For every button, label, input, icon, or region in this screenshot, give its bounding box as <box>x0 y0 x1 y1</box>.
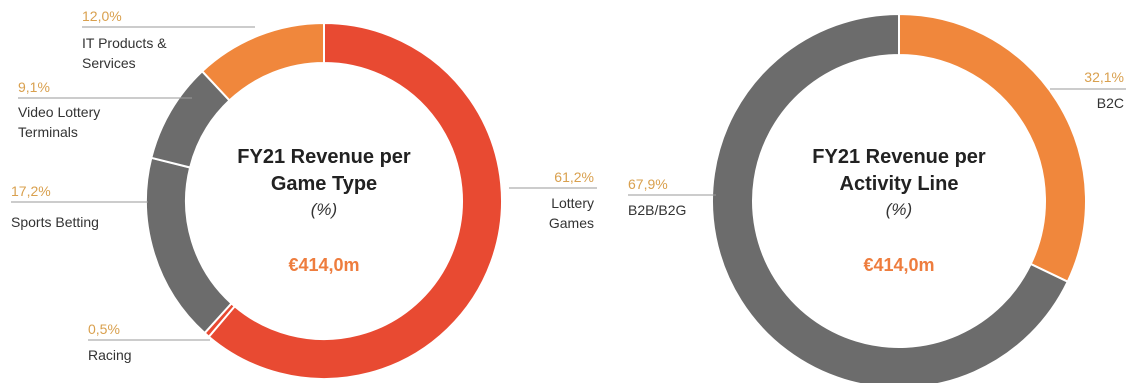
chart-title-line-1: FY21 Revenue per <box>237 146 411 168</box>
slice-category-label: Racing <box>88 347 132 363</box>
chart-unit: (%) <box>886 200 912 219</box>
chart-title-line-2: Activity Line <box>840 173 959 195</box>
activity-line-donut-chart: 32,1% B2C 67,9% B2B/B2G FY21 Revenue per Ac… <box>628 12 1126 383</box>
slice-value-label: 9,1% <box>18 79 50 95</box>
slice-value-label: 0,5% <box>88 321 120 337</box>
game-type-labels: 61,2% Lottery Games 0,5% Racing 17,2% Sports B… <box>11 8 594 363</box>
slice-value-label: 12,0% <box>82 8 122 24</box>
chart-title-line-2: Game Type <box>271 173 377 195</box>
slice-value-label: 67,9% <box>628 176 668 192</box>
slice-it-products-services <box>200 21 325 102</box>
slice-lottery-games <box>207 21 503 380</box>
game-type-donut-chart: 61,2% Lottery Games 0,5% Racing 17,2% Sports B… <box>11 8 597 380</box>
slice-category-label: Video Lottery <box>18 104 100 120</box>
slice-category-label: Terminals <box>18 124 78 140</box>
slice-value-label: 61,2% <box>554 169 594 185</box>
slice-value-label: 32,1% <box>1084 69 1124 85</box>
game-type-leader-lines <box>11 26 597 341</box>
slice-value-label: 17,2% <box>11 183 51 199</box>
activity-line-slices <box>711 12 1087 383</box>
slice-category-label: Sports Betting <box>11 214 99 230</box>
chart-unit: (%) <box>311 200 337 219</box>
chart-total-value: €414,0m <box>288 255 359 275</box>
slice-category-label: IT Products & <box>82 35 167 51</box>
chart-title-line-1: FY21 Revenue per <box>812 146 986 168</box>
slice-category-label: B2C <box>1097 95 1124 111</box>
slice-category-label: Lottery <box>551 195 594 211</box>
activity-line-labels: 32,1% B2C 67,9% B2B/B2G <box>628 69 1124 218</box>
activity-line-leader-lines <box>628 88 1126 196</box>
slice-category-label: Games <box>549 215 594 231</box>
slice-sports-betting <box>145 156 233 335</box>
slice-category-label: Services <box>82 55 136 71</box>
slice-b2b-b2g <box>711 12 1070 383</box>
chart-total-value: €414,0m <box>863 255 934 275</box>
slice-category-label: B2B/B2G <box>628 202 686 218</box>
game-type-slices <box>145 21 503 380</box>
